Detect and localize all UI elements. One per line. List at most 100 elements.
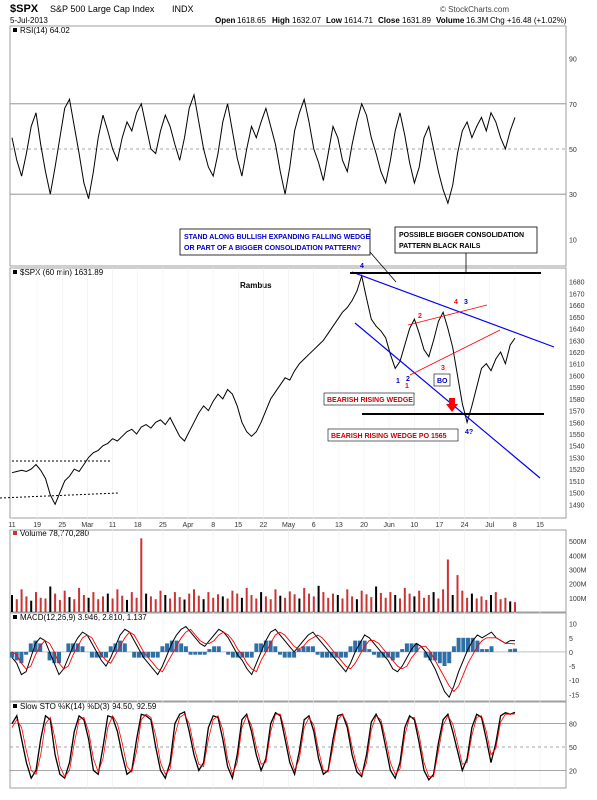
price-tick-16: 1650 — [569, 315, 585, 322]
macd-histogram-bar — [263, 640, 268, 652]
price-tick-15: 1640 — [569, 327, 585, 334]
consolidation-note-box — [394, 226, 538, 254]
volume-bar — [39, 597, 42, 612]
red-point-1: 1 — [405, 383, 409, 390]
volume-bar — [49, 586, 52, 612]
x-tick-5: 18 — [134, 522, 142, 529]
stoch-k-line — [11, 710, 516, 781]
macd-histogram-bar — [306, 646, 311, 652]
macd-histogram-bar — [508, 649, 513, 652]
x-tick-16: 10 — [410, 522, 418, 529]
macd-histogram-bar — [456, 637, 461, 652]
macd-histogram-bar — [212, 646, 217, 652]
rsi-legend: RSI(14) 64.02 — [13, 26, 70, 35]
price-tick-14: 1630 — [569, 338, 585, 345]
volume-bar — [293, 594, 296, 612]
top-point-4: 4 — [360, 263, 364, 270]
volume-bar — [303, 587, 306, 612]
rsi-tick-2: 50 — [569, 147, 577, 154]
annotations: STAND ALONG BULLISH EXPANDING FALLING WE… — [0, 226, 555, 499]
macd-histogram-bar — [489, 646, 494, 652]
x-tick-18: 24 — [461, 522, 469, 529]
rsi-tick-0: 10 — [569, 237, 577, 244]
price-tick-5: 1540 — [569, 444, 585, 451]
x-tick-2: 25 — [58, 522, 66, 529]
volume-bar — [87, 597, 90, 612]
macd-histogram-bar — [268, 640, 273, 652]
macd-histogram-bar — [414, 643, 419, 652]
volume-bar — [269, 599, 272, 612]
macd-histogram-bar — [372, 651, 376, 655]
volume-bar — [202, 599, 205, 612]
close-value: 1631.89 — [402, 16, 431, 25]
breakout-label: BO — [437, 378, 448, 385]
macd-histogram-bar — [296, 649, 301, 652]
macd-tick-0: -15 — [569, 692, 579, 699]
macd-histogram-bar — [348, 646, 353, 652]
volume-bar — [284, 597, 287, 612]
volume-bar — [121, 595, 124, 612]
volume-bar — [226, 598, 229, 612]
volume-bar — [54, 593, 57, 612]
volume-bar — [499, 599, 502, 612]
volume-tick-1: 200M — [569, 582, 587, 589]
x-tick-17: 17 — [436, 522, 444, 529]
volume-bar — [504, 597, 507, 612]
macd-histogram-bar — [433, 651, 438, 661]
x-tick-12: 6 — [312, 522, 316, 529]
macd-histogram-bar — [353, 640, 358, 652]
price-tick-8: 1570 — [569, 409, 585, 416]
volume-bar — [494, 592, 497, 612]
volume-bar — [126, 599, 128, 612]
macd-tick-5: 10 — [569, 622, 577, 629]
macd-histogram-bar — [33, 640, 38, 652]
macd-histogram-bar — [273, 646, 278, 652]
x-tick-4: 11 — [109, 522, 116, 529]
price-legend: $SPX (60 min) 1631.89 — [13, 268, 104, 277]
macd-histogram-bar — [10, 651, 14, 658]
x-tick-21: 15 — [536, 522, 544, 529]
macd-histogram-bar — [254, 643, 259, 652]
volume-bar — [240, 597, 243, 612]
volume-bar — [322, 592, 325, 612]
x-tick-7: Apr — [183, 522, 195, 529]
x-tick-1: 19 — [33, 522, 41, 529]
volume-bar — [432, 592, 435, 612]
red-arrow-icon — [446, 398, 458, 412]
open-value: 1618.65 — [237, 16, 266, 25]
volume-bar — [30, 600, 33, 612]
macd-histogram-bar — [19, 651, 24, 664]
consolidation-note-line2: PATTERN BLACK RAILS — [399, 243, 481, 250]
volume-bar — [509, 601, 512, 612]
volume-bar — [102, 596, 104, 612]
svg-text:Volume 78,770,280: Volume 78,770,280 — [20, 529, 89, 538]
author-watermark: Rambus — [240, 281, 272, 290]
volume-bar — [183, 599, 186, 612]
price-tick-17: 1660 — [569, 303, 585, 310]
macd-histogram-bar — [390, 651, 395, 661]
volume-bar — [346, 589, 349, 612]
macd-tick-1: -10 — [569, 678, 579, 685]
macd-tick-4: 5 — [569, 636, 573, 643]
high-value: 1632.07 — [292, 16, 321, 25]
macd-histogram-bar — [71, 643, 76, 652]
rsi-tick-1: 30 — [569, 192, 577, 199]
low-label: Low — [326, 16, 343, 25]
volume-bar — [264, 596, 267, 612]
volume-bar — [413, 596, 416, 612]
macd-histogram-bar — [428, 651, 433, 661]
macd-histogram-bar — [38, 643, 43, 652]
volume-value: 16.3M — [466, 16, 489, 25]
blue-point-1: 1 — [396, 378, 400, 385]
index-name: S&P 500 Large Cap Index — [50, 4, 155, 14]
volume-bar — [212, 597, 215, 612]
price-tick-2: 1510 — [569, 479, 585, 486]
macd-histogram-bar — [339, 651, 344, 658]
volume-bar — [446, 559, 449, 612]
volume-bar — [327, 597, 330, 612]
macd-histogram-bar — [513, 648, 517, 652]
volume-bar — [169, 598, 172, 612]
volume-bar — [317, 585, 320, 612]
macd-histogram-bar — [193, 651, 198, 655]
macd-histogram-bar — [287, 651, 292, 658]
